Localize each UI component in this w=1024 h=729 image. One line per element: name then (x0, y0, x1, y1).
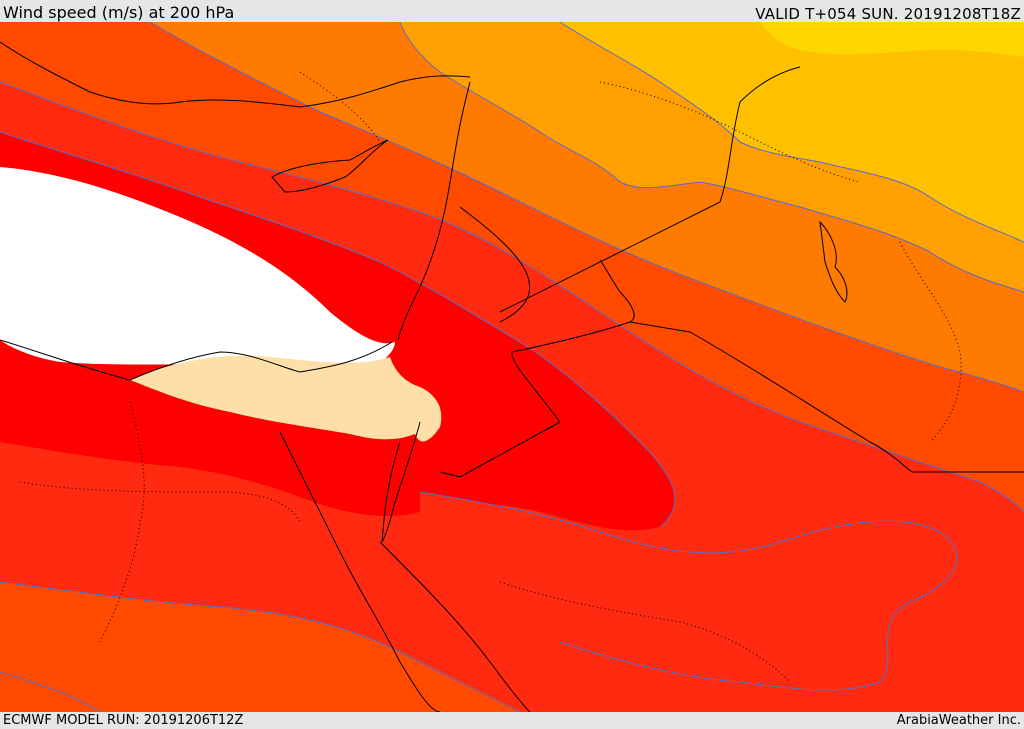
credit-label: ArabiaWeather Inc. (896, 713, 1021, 728)
wind-speed-map (0, 22, 1024, 712)
coastlines-borders (0, 41, 1024, 712)
internal-borders (19, 71, 962, 683)
valid-time: VALID T+054 SUN. 20191208T18Z (755, 5, 1021, 23)
map-title: Wind speed (m/s) at 200 hPa (3, 3, 235, 22)
band-tan-region (130, 355, 442, 442)
footer-bar: ECMWF MODEL RUN: 20191206T12Z ArabiaWeat… (0, 712, 1024, 729)
header-bar: Wind speed (m/s) at 200 hPa VALID T+054 … (0, 0, 1024, 23)
contour-lines (0, 22, 1024, 712)
band-yellow-core (760, 22, 1024, 57)
band-max-core (0, 167, 395, 375)
band-amber-inner (560, 22, 1024, 242)
model-run-label: ECMWF MODEL RUN: 20191206T12Z (3, 713, 244, 728)
band-red-lower-lobe (420, 492, 957, 690)
